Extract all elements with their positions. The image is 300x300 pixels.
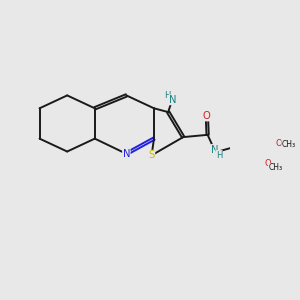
Text: O: O	[275, 139, 282, 148]
Text: N: N	[169, 95, 177, 105]
Text: S: S	[148, 150, 155, 160]
Text: O: O	[203, 111, 211, 121]
Text: H: H	[165, 91, 171, 100]
Text: H: H	[216, 151, 222, 160]
Text: N: N	[123, 149, 130, 159]
Text: N: N	[211, 145, 219, 154]
Text: CH₃: CH₃	[282, 140, 296, 149]
Text: CH₃: CH₃	[268, 163, 283, 172]
Text: O: O	[265, 159, 272, 168]
